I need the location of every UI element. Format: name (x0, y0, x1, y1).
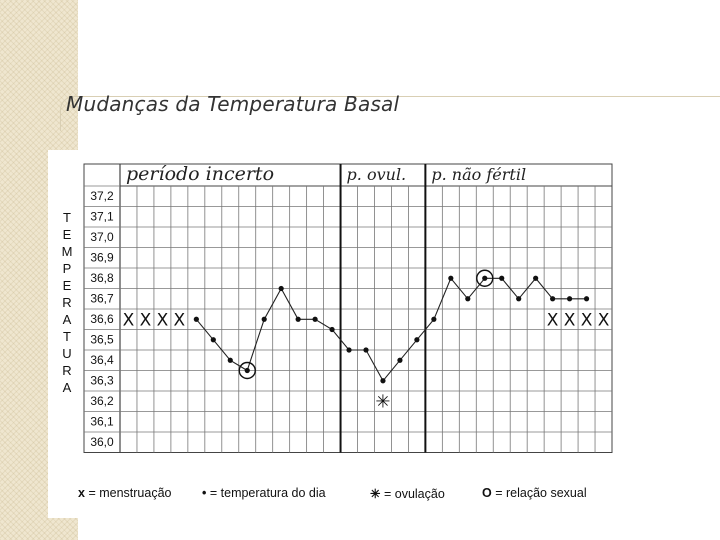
temperature-point (431, 316, 437, 322)
temperature-point (566, 296, 573, 302)
temperature-point (550, 296, 556, 302)
phase-label: p. não fértil (431, 165, 526, 184)
menstruation-mark: X (547, 310, 559, 330)
temperature-line (195, 277, 587, 382)
intercourse-mark (476, 269, 494, 287)
temperature-point (499, 275, 505, 281)
menstruation-mark: X (157, 310, 169, 330)
grid-frame (83, 163, 613, 453)
legend-ovulation-symbol: ✳ (370, 487, 381, 501)
y-tick-label: 36,7 (90, 291, 114, 305)
y-tick-label: 36,3 (90, 373, 114, 387)
temperature-point (414, 337, 420, 343)
menstruation-mark: X (174, 310, 186, 330)
temperature-point (312, 316, 318, 322)
y-tick-label: 36,0 (90, 435, 114, 449)
phase-label: período incerto (126, 163, 274, 185)
legend-daily-temp-text: = temperatura do dia (209, 486, 326, 500)
temperature-point (397, 357, 403, 363)
temperature-series (193, 275, 590, 384)
legend: x = menstruação • = temperatura do dia ✳… (78, 484, 618, 504)
temperature-point (210, 337, 216, 343)
y-axis-label-letter: R (62, 295, 71, 310)
menstruation-mark: X (123, 310, 135, 330)
temperature-point (278, 285, 284, 292)
menstruation-mark: X (564, 310, 576, 330)
y-axis-label-letter: T (63, 210, 71, 225)
y-axis-label-letter: E (63, 227, 72, 242)
temperature-point (227, 357, 233, 363)
y-tick-label: 36,2 (90, 394, 114, 408)
temperature-point (244, 367, 250, 374)
title-frame (60, 96, 720, 131)
temperature-point (516, 296, 522, 302)
temperature-point (363, 347, 369, 353)
temperature-point (295, 316, 301, 322)
y-tick-label: 36,8 (90, 271, 114, 285)
y-axis-label-letter: A (63, 380, 72, 395)
temperature-point (261, 316, 267, 322)
y-tick-label: 37,1 (90, 209, 114, 223)
y-tick-label: 36,4 (90, 353, 114, 367)
chart-background (48, 150, 616, 518)
y-tick-label: 36,5 (90, 332, 114, 346)
y-axis-ticks: 37,2 37,1 37,0 36,9 36,8 36,7 36,6 36,5 36,4 36,3… (90, 189, 114, 449)
temperature-point (465, 296, 471, 302)
temperature-point (193, 316, 199, 322)
y-tick-label: 36,6 (90, 312, 114, 326)
y-axis-label-letter: U (62, 346, 71, 361)
y-tick-label: 37,0 (90, 230, 114, 244)
legend-daily-temp: • = temperatura do dia (202, 486, 326, 500)
y-axis-label-letter: M (62, 244, 73, 259)
legend-menstruation: x = menstruação (78, 486, 171, 500)
chart-markers: X X X X X X X X✳ (123, 269, 610, 412)
legend-ovulation: ✳ = ovulação (370, 486, 445, 501)
chart-grid (83, 163, 613, 453)
y-axis-label-letter: P (63, 261, 72, 276)
intercourse-mark (238, 361, 256, 380)
y-axis-label-letter: A (63, 312, 72, 327)
legend-intercourse-text: = relação sexual (495, 486, 587, 500)
phase-labels: período incerto p. ovul. p. não fértil (126, 163, 526, 185)
temperature-point (533, 275, 539, 281)
legend-daily-temp-symbol: • (202, 486, 207, 500)
temperature-point (329, 326, 335, 333)
ovulation-mark: ✳ (375, 391, 390, 412)
phase-label: p. ovul. (347, 165, 407, 184)
legend-menstruation-symbol: x (78, 486, 85, 500)
y-axis-label-letter: T (63, 329, 71, 344)
menstruation-mark: X (598, 310, 610, 330)
temperature-point (482, 275, 488, 281)
legend-intercourse: O = relação sexual (482, 486, 587, 500)
y-tick-label: 36,9 (90, 250, 114, 264)
slide-title: Mudanças da Temperatura Basal (66, 92, 400, 116)
y-tick-label: 37,2 (90, 189, 114, 203)
y-axis-label-letter: E (63, 278, 72, 293)
legend-intercourse-symbol: O (482, 486, 492, 500)
menstruation-mark: X (140, 310, 152, 330)
temperature-point (583, 296, 590, 302)
temperature-point (346, 347, 352, 353)
legend-ovulation-text: = ovulação (383, 487, 445, 501)
y-axis-label-letter: R (62, 363, 71, 378)
temperature-point (380, 378, 386, 384)
menstruation-mark: X (581, 310, 593, 330)
legend-menstruation-text: = menstruação (88, 486, 172, 500)
temperature-point (448, 275, 454, 281)
y-tick-label: 36,1 (90, 414, 114, 428)
